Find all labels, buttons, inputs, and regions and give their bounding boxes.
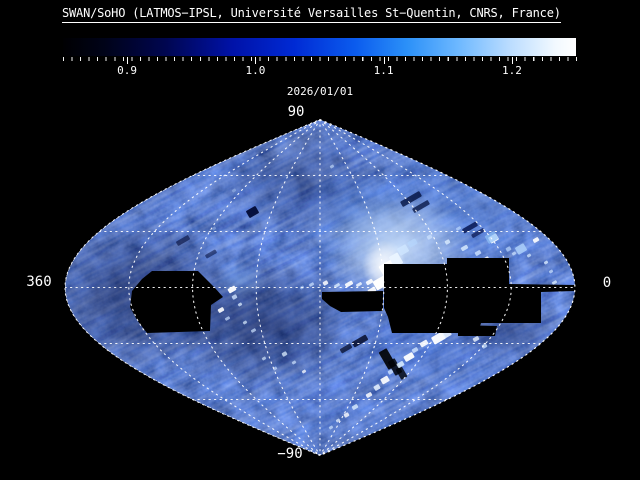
map-spot	[543, 260, 549, 265]
map-spot	[356, 282, 362, 287]
map-spot	[344, 280, 354, 288]
map-spot	[231, 294, 238, 300]
map-spot	[396, 360, 405, 369]
colorbar-major-tick	[511, 57, 513, 64]
map-spot	[387, 369, 394, 375]
map-spot	[505, 246, 512, 252]
map-spot	[328, 425, 334, 430]
map-spot	[291, 360, 297, 365]
map-spot	[211, 226, 217, 231]
map-spot	[217, 307, 225, 313]
map-spot	[471, 228, 485, 238]
map-spot	[526, 253, 532, 258]
map-spot	[407, 238, 418, 248]
masked-region	[458, 325, 497, 336]
map-spot	[335, 418, 341, 423]
colorbar-tick-label: 1.1	[373, 64, 394, 77]
map-spot	[227, 285, 237, 294]
map-spot	[389, 252, 403, 268]
map-spot	[250, 328, 257, 333]
map-spot	[426, 234, 433, 240]
map-spot	[515, 243, 527, 255]
map-spot	[365, 278, 374, 286]
colorbar-gradient	[63, 38, 576, 56]
map-spot	[322, 280, 329, 286]
map-spot	[373, 384, 381, 391]
colorbar-major-tick	[255, 57, 257, 64]
colorbar-tick-label: 1.0	[245, 64, 266, 77]
colorbar-tick-label: 0.9	[117, 64, 138, 77]
map-spot	[339, 343, 353, 354]
map-spot	[511, 251, 517, 256]
map-spot	[481, 343, 488, 349]
map-spot	[395, 366, 408, 380]
map-boundary	[64, 118, 576, 457]
lat-label-south: −90	[277, 446, 303, 462]
map-spot	[351, 404, 359, 410]
map-spot	[444, 239, 451, 245]
map-spot	[261, 356, 267, 361]
map-spot	[474, 250, 482, 256]
colorbar-major-tick	[127, 57, 129, 64]
map-spot	[403, 352, 415, 362]
map-spot	[343, 412, 350, 418]
colorbar-minor-ticks	[63, 57, 577, 61]
map-spot	[242, 320, 248, 325]
map-spot	[472, 336, 480, 342]
date-label: 2026/01/01	[286, 85, 354, 98]
page-title: SWAN/SoHO (LATMOS−IPSL, Université Versa…	[62, 7, 561, 23]
map-spot	[412, 200, 430, 213]
map-spot	[281, 351, 288, 357]
map-spot	[351, 334, 369, 348]
map-spot	[397, 244, 409, 256]
colorbar-tick-label: 1.2	[501, 64, 522, 77]
map-spot	[334, 283, 340, 288]
map-spot	[308, 282, 315, 287]
map-spot	[431, 331, 446, 345]
map-spot	[455, 226, 462, 231]
lon-label-right: 0	[602, 275, 612, 291]
colorbar-major-tick	[383, 57, 385, 64]
map-spot	[460, 244, 469, 252]
map-spot	[231, 188, 237, 193]
lon-label-left: 360	[26, 274, 52, 290]
map-spot	[462, 221, 478, 234]
map-spot	[301, 369, 307, 374]
masked-region	[384, 258, 575, 333]
masked-region	[322, 291, 383, 312]
map-spot	[380, 375, 390, 385]
map-spot	[176, 235, 190, 246]
map-spot	[224, 316, 231, 321]
map-spot	[329, 164, 335, 169]
map-spot	[548, 269, 554, 274]
map-spot	[246, 206, 259, 218]
map-spot	[205, 249, 217, 259]
masked-region	[130, 271, 223, 333]
map-spot	[365, 392, 373, 398]
map-spot	[532, 237, 540, 243]
map-spot	[551, 280, 558, 285]
map-spot	[272, 366, 278, 371]
map-spot	[400, 191, 422, 207]
map-spot	[237, 302, 243, 307]
lat-label-north: 90	[287, 104, 305, 120]
map-spot	[411, 347, 419, 353]
